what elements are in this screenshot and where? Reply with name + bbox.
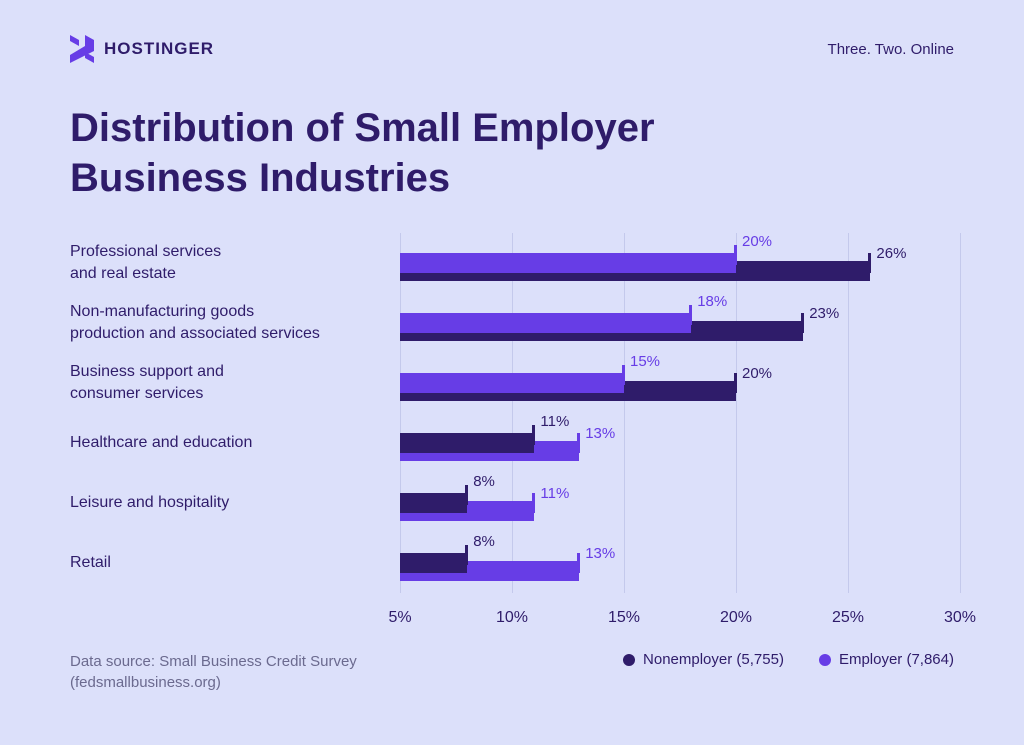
title-line-1: Distribution of Small Employer bbox=[70, 106, 655, 150]
chart-row: Leisure and hospitality 11% 8% bbox=[70, 473, 954, 533]
category-label: Retail bbox=[70, 552, 400, 574]
bar-employer: 15% bbox=[400, 373, 624, 393]
x-tick-label: 15% bbox=[608, 609, 640, 627]
legend-employer-label: Employer (7,864) bbox=[839, 651, 954, 668]
category-label: Business support andconsumer services bbox=[70, 361, 400, 404]
brand-name: HOSTINGER bbox=[104, 39, 214, 59]
x-tick-label: 5% bbox=[388, 609, 411, 627]
chart-row: Non-manufacturing goodsproduction and as… bbox=[70, 293, 954, 353]
category-label: Non-manufacturing goodsproduction and as… bbox=[70, 301, 400, 344]
source-line-1: Data source: Small Business Credit Surve… bbox=[70, 653, 357, 670]
bar-value-label: 8% bbox=[473, 533, 495, 550]
bar-group: 26% 20% bbox=[400, 243, 954, 283]
bar-value-label: 20% bbox=[742, 365, 772, 382]
bar-value-label: 23% bbox=[809, 305, 839, 322]
swatch-employer bbox=[819, 654, 831, 666]
bar-nonemployer: 8% bbox=[400, 493, 467, 513]
data-source: Data source: Small Business Credit Surve… bbox=[70, 651, 357, 693]
bar-group: 13% 8% bbox=[400, 543, 954, 583]
chart: Professional servicesand real estate26%2… bbox=[0, 233, 1024, 631]
title-line-2: Business Industries bbox=[70, 156, 450, 200]
footer: Data source: Small Business Credit Surve… bbox=[0, 631, 1024, 693]
brand-logo: HOSTINGER bbox=[70, 35, 214, 63]
legend-nonemployer-label: Nonemployer (5,755) bbox=[643, 651, 784, 668]
bar-group: 13% 11% bbox=[400, 423, 954, 463]
source-line-2: (fedsmallbusiness.org) bbox=[70, 674, 221, 691]
chart-row: Retail 13% 8% bbox=[70, 533, 954, 593]
chart-row: Professional servicesand real estate26%2… bbox=[70, 233, 954, 293]
x-tick-label: 30% bbox=[944, 609, 976, 627]
brand-tagline: Three. Two. Online bbox=[828, 41, 954, 58]
bar-nonemployer: 8% bbox=[400, 553, 467, 573]
chart-legend: Nonemployer (5,755) Employer (7,864) bbox=[623, 651, 954, 668]
category-label: Healthcare and education bbox=[70, 432, 400, 454]
chart-row: Healthcare and education 13% 11% bbox=[70, 413, 954, 473]
bar-value-label: 8% bbox=[473, 473, 495, 490]
bar-value-label: 26% bbox=[876, 245, 906, 262]
category-label: Professional servicesand real estate bbox=[70, 241, 400, 284]
bar-value-label: 13% bbox=[585, 545, 615, 562]
legend-nonemployer: Nonemployer (5,755) bbox=[623, 651, 784, 668]
bar-value-label: 11% bbox=[540, 413, 569, 430]
bar-group: 23% 18% bbox=[400, 303, 954, 343]
hostinger-logo-icon bbox=[70, 35, 94, 63]
x-tick-label: 25% bbox=[832, 609, 864, 627]
bar-employer: 18% bbox=[400, 313, 691, 333]
category-label: Leisure and hospitality bbox=[70, 492, 400, 514]
bar-value-label: 20% bbox=[742, 233, 772, 250]
x-axis: 5%10%15%20%25%30% bbox=[400, 601, 954, 631]
bar-value-label: 15% bbox=[630, 353, 660, 370]
bar-value-label: 13% bbox=[585, 425, 615, 442]
legend-employer: Employer (7,864) bbox=[819, 651, 954, 668]
bar-group: 20% 15% bbox=[400, 363, 954, 403]
chart-title: Distribution of Small Employer Business … bbox=[0, 63, 1024, 233]
x-tick-label: 20% bbox=[720, 609, 752, 627]
header: HOSTINGER Three. Two. Online bbox=[0, 0, 1024, 63]
bar-employer: 20% bbox=[400, 253, 736, 273]
bar-group: 11% 8% bbox=[400, 483, 954, 523]
bar-value-label: 18% bbox=[697, 293, 727, 310]
bar-nonemployer: 11% bbox=[400, 433, 534, 453]
chart-row: Business support andconsumer services20%… bbox=[70, 353, 954, 413]
swatch-nonemployer bbox=[623, 654, 635, 666]
bar-value-label: 11% bbox=[540, 485, 569, 502]
x-tick-label: 10% bbox=[496, 609, 528, 627]
